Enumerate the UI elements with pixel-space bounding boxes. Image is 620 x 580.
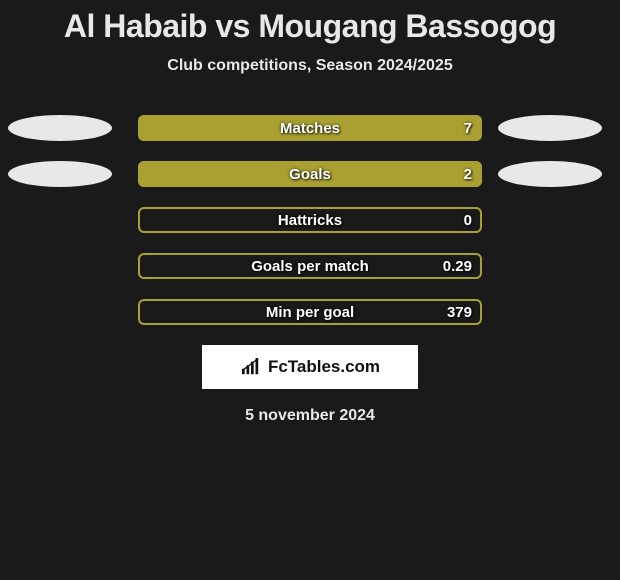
- stat-value: 0.29: [443, 253, 472, 279]
- vs-label: vs: [215, 8, 250, 44]
- stat-value: 379: [447, 299, 472, 325]
- stat-bar: Goals2: [138, 161, 482, 187]
- brand-text: FcTables.com: [268, 357, 380, 377]
- brand-badge: FcTables.com: [202, 345, 418, 389]
- stat-bar: Matches7: [138, 115, 482, 141]
- stat-bar: Min per goal379: [138, 299, 482, 325]
- player1-marker: [8, 115, 112, 141]
- stat-bar: Goals per match0.29: [138, 253, 482, 279]
- player1-marker: [8, 161, 112, 187]
- infographic-container: Al Habaib vs Mougang Bassogog Club compe…: [0, 0, 620, 425]
- stat-label: Min per goal: [138, 299, 482, 325]
- stat-value: 2: [464, 161, 472, 187]
- page-title: Al Habaib vs Mougang Bassogog: [0, 8, 620, 45]
- player2-name: Mougang Bassogog: [258, 8, 556, 44]
- stat-bar: Hattricks0: [138, 207, 482, 233]
- stat-label: Goals per match: [138, 253, 482, 279]
- stat-label: Hattricks: [138, 207, 482, 233]
- player1-name: Al Habaib: [64, 8, 207, 44]
- date-text: 5 november 2024: [0, 407, 620, 425]
- stat-rows: Matches7Goals2Hattricks0Goals per match0…: [0, 105, 620, 335]
- player2-marker: [498, 115, 602, 141]
- stat-value: 7: [464, 115, 472, 141]
- stat-label: Matches: [138, 115, 482, 141]
- stat-row: Goals2: [0, 151, 620, 197]
- stat-row: Goals per match0.29: [0, 243, 620, 289]
- subtitle: Club competitions, Season 2024/2025: [0, 57, 620, 75]
- player2-marker: [498, 161, 602, 187]
- stat-value: 0: [464, 207, 472, 233]
- brand-chart-icon: [240, 358, 262, 376]
- stat-row: Min per goal379: [0, 289, 620, 335]
- stat-row: Hattricks0: [0, 197, 620, 243]
- stat-label: Goals: [138, 161, 482, 187]
- stat-row: Matches7: [0, 105, 620, 151]
